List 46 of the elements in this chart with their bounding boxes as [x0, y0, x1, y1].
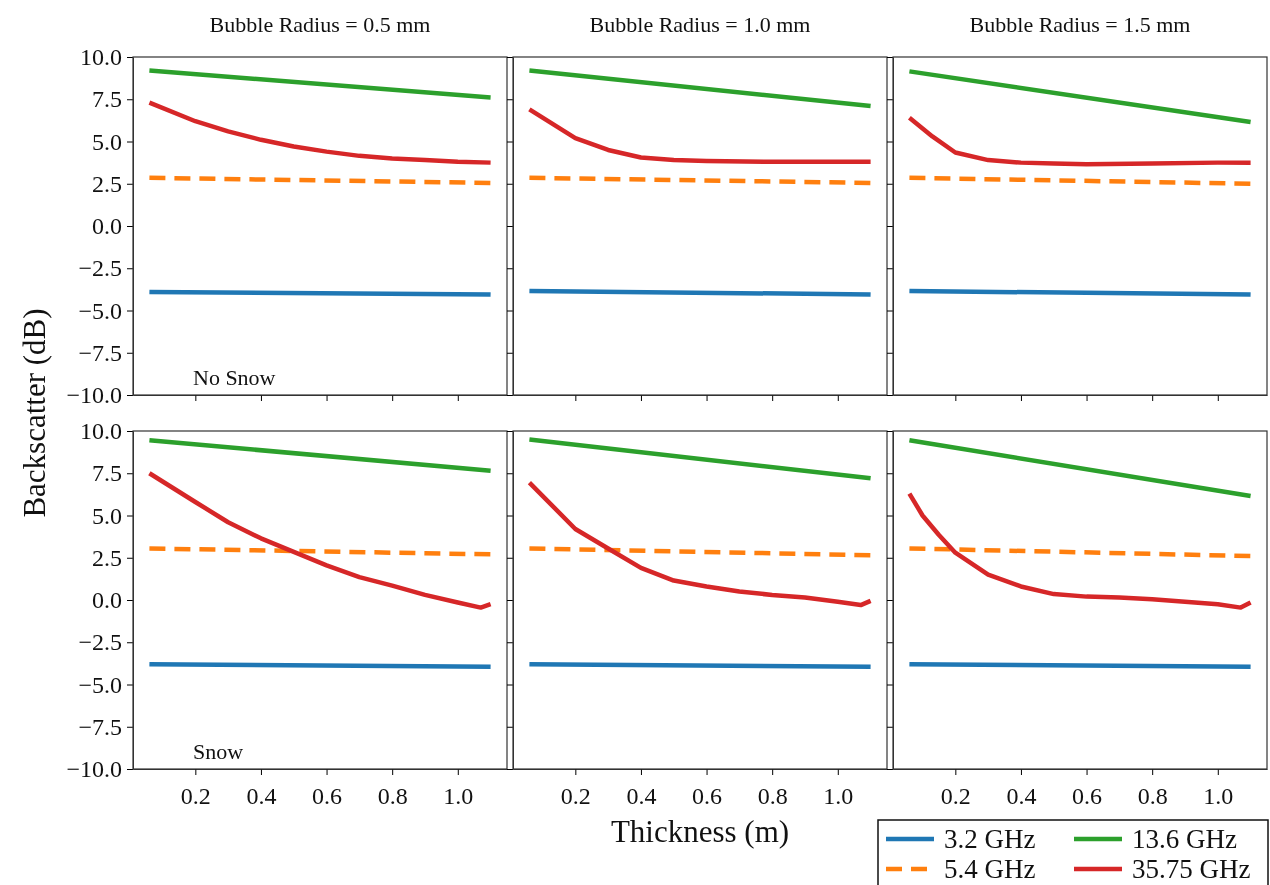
line-series — [147, 100, 493, 165]
x-tick-label: 0.8 — [377, 783, 408, 810]
x-tick-label: 0.2 — [180, 783, 211, 810]
x-tick-label: 1.0 — [1203, 783, 1234, 810]
legend-label: 3.2 GHz — [944, 824, 1036, 854]
x-tick-label: 0.2 — [940, 783, 971, 810]
y-tick-label: −2.5 — [78, 629, 122, 656]
chart-title: Bubble Radius = 1.0 mm — [589, 12, 811, 37]
y-tick-label: 5.0 — [92, 128, 122, 155]
y-tick-label: −10.0 — [66, 756, 122, 783]
x-tick-label: 0.8 — [757, 783, 788, 810]
x-tick-label: 0.2 — [560, 783, 591, 810]
x-tick-label: 0.6 — [312, 783, 343, 810]
y-tick-label: 7.5 — [92, 86, 122, 113]
x-tick-label: 1.0 — [443, 783, 474, 810]
x-tick-label: 0.4 — [246, 783, 277, 810]
line-series — [147, 471, 493, 610]
y-tick-label: −2.5 — [78, 255, 122, 282]
annotation: No Snow — [193, 365, 276, 390]
x-tick-label: 0.4 — [1006, 783, 1037, 810]
x-tick-label: 0.6 — [692, 783, 723, 810]
legend-label: 5.4 GHz — [944, 854, 1036, 884]
y-tick-label: −10.0 — [66, 382, 122, 409]
y-tick-label: 2.5 — [92, 544, 122, 571]
legend-label: 35.75 GHz — [1132, 854, 1251, 884]
y-tick-label: 7.5 — [92, 460, 122, 487]
chart-title: Bubble Radius = 0.5 mm — [209, 12, 431, 37]
y-tick-label: 5.0 — [92, 502, 122, 529]
y-tick-label: −5.0 — [78, 297, 122, 324]
chart-title: Bubble Radius = 1.5 mm — [969, 12, 1191, 37]
y-tick-label: 10.0 — [80, 44, 122, 71]
x-tick-label: 0.6 — [1072, 783, 1103, 810]
x-tick-label: 1.0 — [823, 783, 854, 810]
x-axis-title: Thickness (m) — [610, 814, 790, 849]
y-tick-label: 0.0 — [92, 587, 122, 614]
x-tick-label: 0.8 — [1137, 783, 1168, 810]
x-tick-label: 0.4 — [626, 783, 657, 810]
y-tick-label: 0.0 — [92, 213, 122, 240]
y-tick-label: −7.5 — [78, 713, 122, 740]
y-tick-label: −7.5 — [78, 339, 122, 366]
annotation: Snow — [193, 739, 244, 764]
legend-label: 13.6 GHz — [1132, 824, 1237, 854]
y-axis-title: Backscatter (dB) — [17, 308, 52, 518]
y-tick-label: −5.0 — [78, 671, 122, 698]
y-tick-label: 10.0 — [80, 418, 122, 445]
y-tick-label: 2.5 — [92, 170, 122, 197]
